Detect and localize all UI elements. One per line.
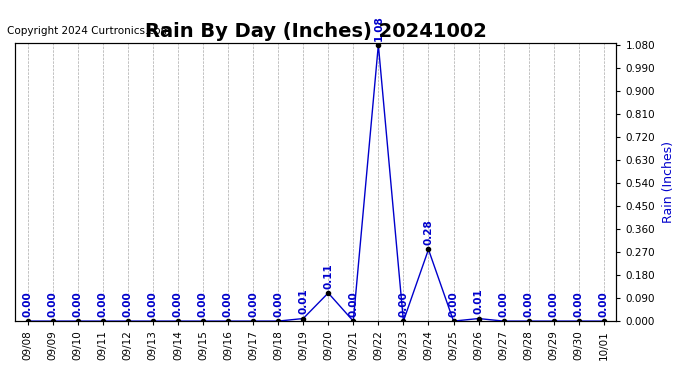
Text: 0.00: 0.00 xyxy=(248,291,258,317)
Text: 0.01: 0.01 xyxy=(298,289,308,314)
Text: 0.00: 0.00 xyxy=(398,291,408,317)
Text: 0.00: 0.00 xyxy=(348,291,358,317)
Text: 0.00: 0.00 xyxy=(223,291,233,317)
Text: 0.00: 0.00 xyxy=(198,291,208,317)
Text: 0.11: 0.11 xyxy=(323,263,333,289)
Text: 0.00: 0.00 xyxy=(574,291,584,317)
Title: Rain By Day (Inches) 20241002: Rain By Day (Inches) 20241002 xyxy=(145,21,486,40)
Text: 0.00: 0.00 xyxy=(524,291,533,317)
Text: 0.00: 0.00 xyxy=(23,291,32,317)
Text: 0.28: 0.28 xyxy=(424,220,433,245)
Text: 0.00: 0.00 xyxy=(148,291,158,317)
Text: 0.00: 0.00 xyxy=(499,291,509,317)
Text: 0.00: 0.00 xyxy=(173,291,183,317)
Text: 0.00: 0.00 xyxy=(273,291,283,317)
Text: Copyright 2024 Curtronics.com: Copyright 2024 Curtronics.com xyxy=(7,26,170,36)
Text: 0.00: 0.00 xyxy=(448,291,459,317)
Text: 0.00: 0.00 xyxy=(48,291,57,317)
Y-axis label: Rain (Inches): Rain (Inches) xyxy=(662,141,675,223)
Text: 0.01: 0.01 xyxy=(473,289,484,314)
Text: 0.00: 0.00 xyxy=(98,291,108,317)
Text: 0.00: 0.00 xyxy=(72,291,83,317)
Text: 0.00: 0.00 xyxy=(123,291,132,317)
Text: 0.00: 0.00 xyxy=(599,291,609,317)
Text: 1.08: 1.08 xyxy=(373,15,384,41)
Text: 0.00: 0.00 xyxy=(549,291,559,317)
